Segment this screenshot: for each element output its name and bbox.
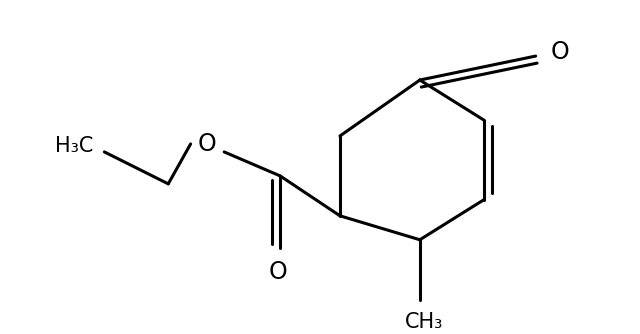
Text: H₃C: H₃C: [55, 136, 93, 156]
Text: O: O: [197, 132, 216, 156]
Text: O: O: [550, 40, 569, 64]
Text: O: O: [269, 260, 288, 284]
Text: CH₃: CH₃: [404, 312, 443, 332]
